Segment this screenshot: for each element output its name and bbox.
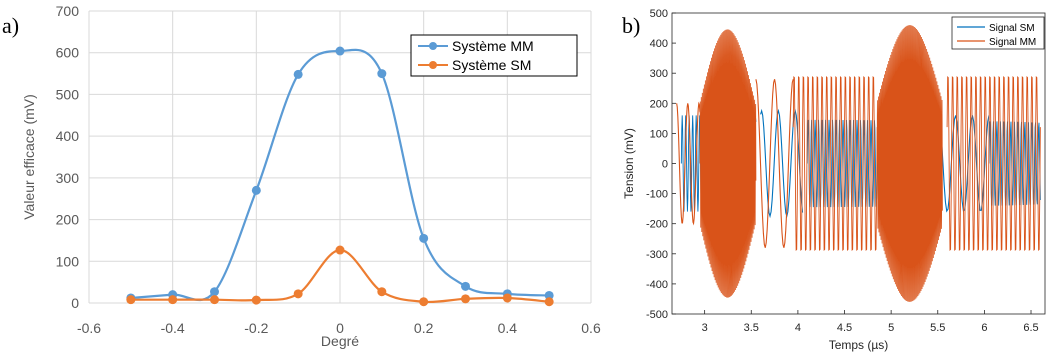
panel-b-label: b) xyxy=(622,13,640,38)
data-point-systeme-sm-5 xyxy=(335,245,345,255)
data-point-systeme-mm-10 xyxy=(544,290,554,300)
panel-b-ytick-100: -100 xyxy=(646,189,668,201)
panel-b-y-ticks: -500 -400 -300 -200 -100 0 100 200 300 400 500 xyxy=(646,8,676,321)
signal-mm-steady-0 xyxy=(792,76,878,251)
panel-b-ytick-200: -200 xyxy=(646,219,668,231)
signal-mm-slow-1 xyxy=(755,79,794,248)
data-point-systeme-sm-10 xyxy=(544,297,554,307)
data-point-systeme-sm-9 xyxy=(502,293,512,303)
data-point-systeme-mm-8 xyxy=(461,281,470,291)
panel-b-xtick-4: 4 xyxy=(795,322,801,334)
panel-a-xtick-0-6: -0.6 xyxy=(77,320,101,336)
panel-b-x-axis-title: Temps (µs) xyxy=(829,338,889,352)
panel-a-xtick-0-6: 0.6 xyxy=(581,320,601,336)
legend-marker-systeme-sm xyxy=(429,61,437,69)
legend-label-systeme-sm: Système SM xyxy=(452,57,531,73)
signal-mm-steady-1 xyxy=(946,76,1041,251)
panel-b-xtick-6: 6 xyxy=(981,322,987,334)
signal-sm-burst-2 xyxy=(988,121,1041,206)
panel-b-series xyxy=(676,25,1041,302)
panel-a-xtick-0-2: -0.2 xyxy=(244,320,268,336)
panel-a-ytick-600: 600 xyxy=(56,45,80,61)
panel-b-ytick-400: -400 xyxy=(646,279,668,291)
panel-a-ytick-100: 100 xyxy=(56,253,80,269)
panel-a-series xyxy=(126,46,554,307)
panel-a-y-axis-title: Valeur efficace (mV) xyxy=(21,94,37,220)
panel-b-ytick-200: 200 xyxy=(650,98,668,110)
panel-b-y-axis-title: Tension (mV) xyxy=(622,128,636,199)
data-point-systeme-sm-0 xyxy=(126,295,136,305)
legend-marker-systeme-mm xyxy=(429,42,437,50)
panel-a-gridlines xyxy=(88,10,592,304)
panel-b-x-ticks: 3 3.5 4 4.5 5 5.5 6 6.5 xyxy=(702,310,1039,334)
panel-b-chart: -500 -400 -300 -200 -100 0 100 200 300 400 500 3 3.… xyxy=(622,8,1046,352)
panel-b-ytick-500: 500 xyxy=(650,8,668,20)
panel-a-ytick-500: 500 xyxy=(56,86,80,102)
panel-b-ytick-500: -500 xyxy=(646,309,668,321)
panel-b-ytick-400: 400 xyxy=(650,38,668,50)
data-point-systeme-sm-3 xyxy=(251,295,261,305)
panel-a-ytick-300: 300 xyxy=(56,170,80,186)
signal-mm-burst-0 xyxy=(699,29,757,298)
panel-b-xtick-3-5: 3.5 xyxy=(744,322,759,334)
data-point-systeme-mm-7 xyxy=(419,233,429,243)
panel-b-xtick-4-5: 4.5 xyxy=(837,322,852,334)
panel-b-xtick-6-5: 6.5 xyxy=(1023,322,1038,334)
signal-mm-burst-1 xyxy=(876,25,943,302)
data-point-systeme-sm-8 xyxy=(461,294,470,304)
panel-a-xtick-0-4: -0.4 xyxy=(161,320,185,336)
panel-a-xtick-0-4: 0.4 xyxy=(498,320,518,336)
panel-a-ytick-0: 0 xyxy=(71,295,79,311)
data-point-systeme-sm-7 xyxy=(419,297,429,307)
data-point-systeme-sm-6 xyxy=(377,287,387,297)
panel-b-ytick-0: 0 xyxy=(662,159,668,171)
data-point-systeme-mm-5 xyxy=(335,46,345,56)
data-point-systeme-mm-6 xyxy=(377,69,387,79)
panel-b-legend: Signal SM Signal MM xyxy=(951,16,1045,50)
panel-a-xtick-0-2: 0.2 xyxy=(414,320,434,336)
panel-a-x-axis-title: Degré xyxy=(321,333,359,349)
panel-a-legend-box xyxy=(410,34,578,77)
data-point-systeme-mm-3 xyxy=(251,185,261,195)
panel-b-xtick-5-5: 5.5 xyxy=(930,322,945,334)
panel-b-xtick-5: 5 xyxy=(888,322,894,334)
panel-a-ytick-200: 200 xyxy=(56,212,80,228)
panel-a-ytick-400: 400 xyxy=(56,128,80,144)
panel-b-ytick-100: 100 xyxy=(650,128,668,140)
data-point-systeme-mm-2 xyxy=(210,287,219,297)
legend-label-signal-sm: Signal SM xyxy=(989,23,1035,34)
legend-label-signal-mm: Signal MM xyxy=(989,37,1036,48)
panel-a-legend: Système MM Système SM xyxy=(410,34,578,77)
panel-b-legend-box xyxy=(951,16,1045,50)
panel-a-label: a) xyxy=(2,13,19,38)
panel-a-x-ticks: -0.6 -0.4 -0.2 0 0.2 0.4 0.6 xyxy=(77,320,601,336)
panel-a-ytick-700: 700 xyxy=(56,3,80,19)
panel-a-y-ticks: 0 100 200 300 400 500 600 700 xyxy=(56,3,80,311)
data-point-systeme-sm-4 xyxy=(293,289,303,299)
panel-b-xtick-3: 3 xyxy=(702,322,708,334)
data-point-systeme-sm-1 xyxy=(168,295,178,305)
panel-a-xtick-0: 0 xyxy=(336,320,344,336)
data-point-systeme-mm-4 xyxy=(293,69,303,79)
signal-mm-slow-0 xyxy=(676,101,701,226)
signal-sm-slow-0 xyxy=(760,108,804,219)
legend-label-systeme-mm: Système MM xyxy=(452,38,534,54)
panel-b-ytick-300: -300 xyxy=(646,249,668,261)
data-point-systeme-sm-2 xyxy=(210,295,219,305)
panel-b-ytick-300: 300 xyxy=(650,68,668,80)
